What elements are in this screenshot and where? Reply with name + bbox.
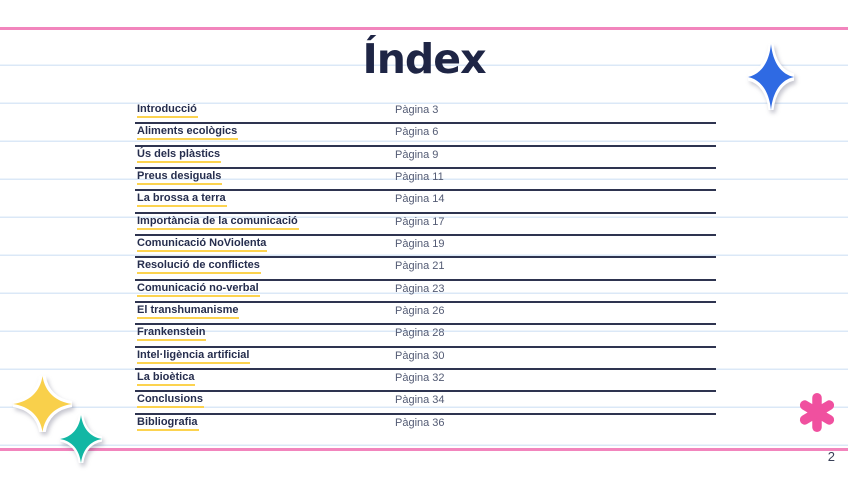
- index-row: Frankenstein Pàgina 28: [135, 325, 716, 348]
- index-row: Importància de la comunicació Pàgina 17: [135, 214, 716, 237]
- index-entry-page: Pàgina 36: [395, 416, 445, 429]
- index-row: Conclusions Pàgina 34: [135, 392, 716, 415]
- index-entry-title: Conclusions: [137, 393, 205, 409]
- index-entry-title: Bibliografia: [137, 416, 199, 431]
- index-entry-title: Resolució de conflictes: [137, 259, 261, 275]
- index-entry-page: Pàgina 32: [395, 372, 445, 385]
- sparkle-teal-icon: [60, 415, 102, 463]
- index-entry-page: Pàgina 26: [395, 305, 445, 318]
- top-margin-line: [0, 27, 848, 30]
- index-row: Aliments ecològics Pàgina 6: [135, 124, 716, 147]
- index-entry-page: Pàgina 17: [395, 215, 445, 228]
- index-entry-page: Pàgina 28: [395, 327, 445, 340]
- index-row: Comunicació NoViolenta Pàgina 19: [135, 236, 716, 259]
- index-entry-title: Comunicació NoViolenta: [137, 237, 268, 253]
- index-entry-page: Pàgina 21: [395, 260, 445, 273]
- index-entry-title: Ús dels plàstics: [137, 148, 222, 163]
- index-entry-page: Pàgina 3: [395, 104, 439, 116]
- notebook-ruled-lines: [0, 28, 848, 449]
- index-entry-title: Preus desiguals: [137, 170, 223, 186]
- index-entry-title: El transhumanisme: [137, 304, 240, 320]
- bottom-margin-line: [0, 448, 848, 451]
- index-entry-title: Comunicació no-verbal: [137, 282, 260, 297]
- index-entry-page: Pàgina 14: [395, 193, 445, 206]
- index-row: El transhumanisme Pàgina 26: [135, 303, 716, 326]
- index-entry-title: Importància de la comunicació: [137, 215, 299, 230]
- index-entry-page: Pàgina 23: [395, 282, 445, 295]
- index-row: Comunicació no-verbal Pàgina 23: [135, 281, 716, 304]
- index-row: Introducció Pàgina 3: [135, 102, 716, 125]
- page-title: Índex: [362, 35, 486, 83]
- index-entry-title: Aliments ecològics: [137, 125, 239, 141]
- index-entry-page: Pàgina 11: [395, 171, 444, 184]
- index-entry-title: Introducció: [137, 103, 198, 118]
- sparkle-yellow-icon: [13, 376, 72, 432]
- sparkle-blue-icon: [748, 44, 794, 110]
- index-row: Intel·ligència artificial Pàgina 30: [135, 348, 716, 371]
- index-entry-page: Pàgina 6: [395, 126, 439, 139]
- index-entry-title: Intel·ligència artificial: [137, 349, 251, 364]
- index-entry-page: Pàgina 30: [395, 349, 445, 362]
- asterisk-pink-icon: [798, 393, 836, 432]
- slide-page-number: 2: [827, 449, 835, 464]
- index-entry-title: Frankenstein: [137, 326, 207, 342]
- index-entry-title: La bioètica: [137, 371, 196, 387]
- index-entry-page: Pàgina 34: [395, 394, 445, 407]
- index-row: La bioètica Pàgina 32: [135, 370, 716, 393]
- index-entry-page: Pàgina 9: [395, 148, 439, 161]
- index-entry-page: Pàgina 19: [395, 238, 445, 251]
- index-row: Ús dels plàstics Pàgina 9: [135, 147, 716, 170]
- index-entry-title: La brossa a terra: [137, 192, 227, 208]
- index-row: Preus desiguals Pàgina 11: [135, 169, 716, 192]
- index-row: La brossa a terra Pàgina 14: [135, 191, 716, 214]
- index-row: Resolució de conflictes Pàgina 21: [135, 258, 716, 281]
- index-row: Bibliografia Pàgina 36: [135, 415, 716, 437]
- index-table: Introducció Pàgina 3 Aliments ecològics …: [135, 102, 716, 437]
